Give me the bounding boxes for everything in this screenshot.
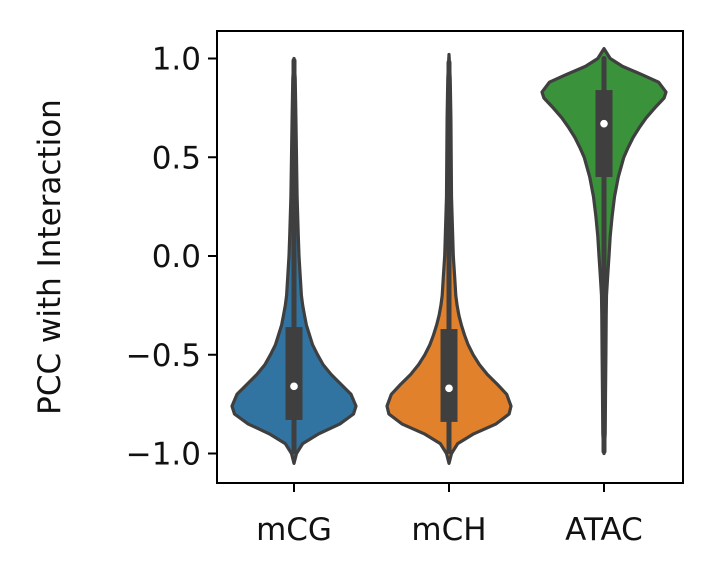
median-point-atac [600, 119, 608, 128]
y-tick-label: 0.0 [152, 239, 201, 275]
y-tick-label: −0.5 [126, 338, 201, 374]
iqr-box-atac [595, 90, 613, 177]
violin-layer [230, 47, 668, 465]
iqr-box-mcg [285, 327, 303, 420]
x-tick-label: ATAC [565, 512, 643, 548]
y-axis: 1.0 0.5 0.0 −0.5 −1.0 [126, 42, 217, 473]
iqr-box-mch [440, 329, 458, 422]
x-tick-label: mCG [256, 512, 332, 548]
x-tick-label: mCH [411, 512, 486, 548]
median-point-mch [445, 384, 453, 393]
y-tick-label: 0.5 [152, 140, 201, 176]
y-tick-label: −1.0 [126, 437, 201, 473]
median-point-mcg [290, 382, 298, 391]
y-axis-label: PCC with Interaction [32, 99, 68, 415]
y-tick-label: 1.0 [152, 42, 201, 78]
x-axis: mCG mCH ATAC [256, 483, 643, 548]
